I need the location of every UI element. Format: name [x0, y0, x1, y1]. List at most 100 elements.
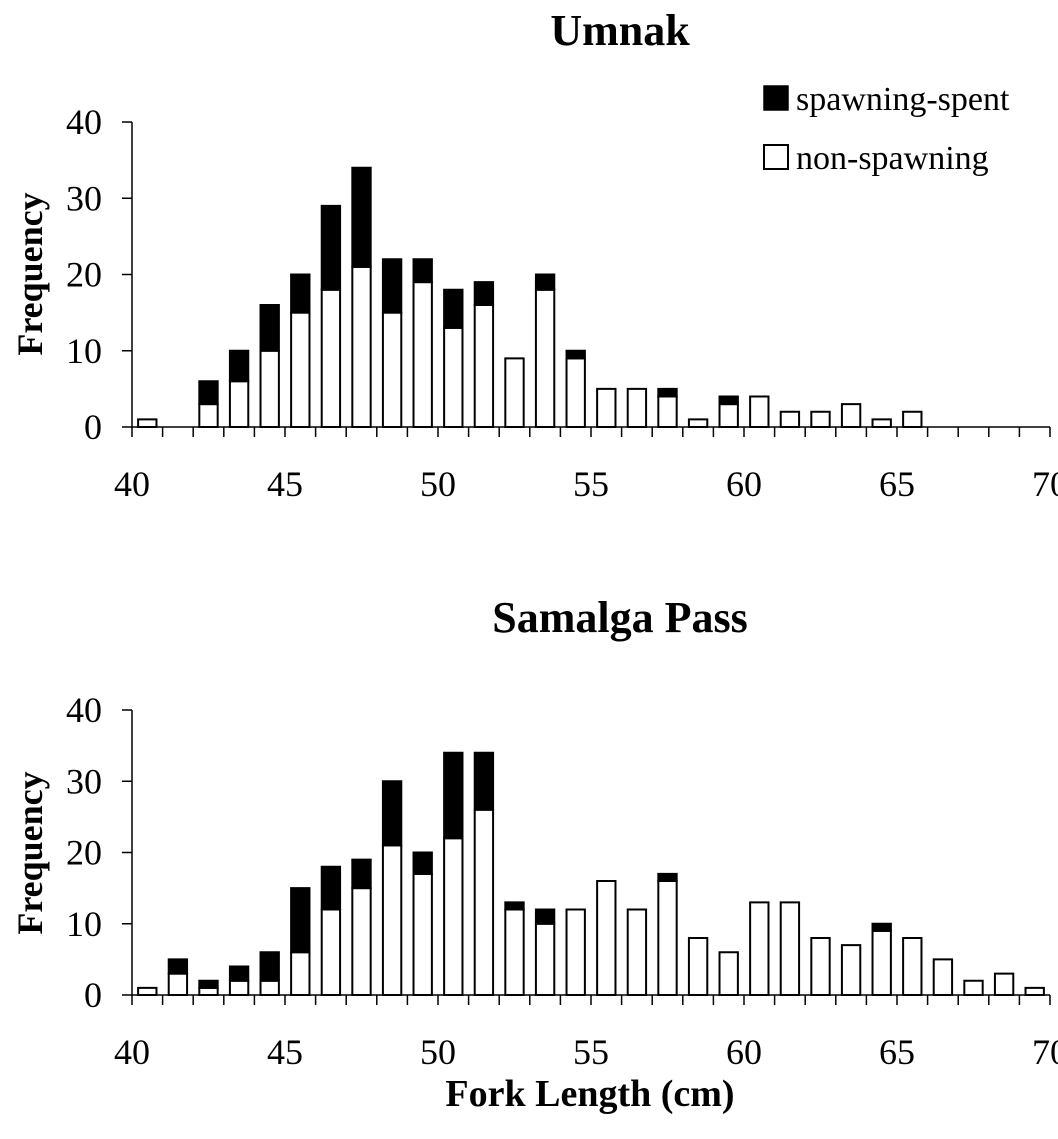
bar-non-spawning-50	[412, 872, 433, 996]
x-tick-label: 65	[879, 1032, 915, 1072]
bar-non-spawning-49	[381, 844, 403, 996]
bar-non-spawning-60	[718, 951, 739, 996]
bar-spawning-spent-46	[290, 887, 311, 954]
bar-spawning-spent-52	[473, 751, 495, 811]
bar-non-spawning-42	[167, 972, 189, 996]
bar-non-spawning-50	[412, 281, 433, 428]
plot-area: 0 10 20 30 40 40 45 50 55 60 65 70	[66, 102, 1058, 504]
bar-spawning-spent-46	[290, 273, 311, 314]
bar-non-spawning-53	[504, 908, 525, 996]
x-tick-label: 60	[726, 464, 762, 504]
bar-spawning-spent-60	[718, 395, 739, 406]
legend-label-non-spawning: non-spawning	[796, 140, 989, 177]
legend: spawning-spent non-spawning	[763, 81, 1010, 177]
legend-swatch-spawning-spent	[763, 85, 789, 111]
bar-non-spawning-55	[565, 357, 586, 428]
bar-spawning-spent-45	[259, 951, 280, 982]
bar-spawning-spent-43	[198, 979, 219, 989]
y-tick-label: 20	[66, 833, 102, 873]
bar-non-spawning-70	[1024, 986, 1045, 996]
y-tick-label: 30	[66, 761, 102, 801]
x-tick-label: 65	[879, 464, 915, 504]
x-tick-label: 40	[114, 464, 150, 504]
bar-spawning-spent-47	[320, 865, 342, 911]
bar-non-spawning-46	[290, 311, 311, 428]
bar-non-spawning-63	[810, 937, 831, 996]
bar-non-spawning-48	[351, 265, 372, 428]
bar-non-spawning-55	[565, 908, 586, 996]
bar-spawning-spent-48	[351, 858, 372, 890]
bar-spawning-spent-50	[412, 851, 433, 875]
bar-non-spawning-69	[993, 972, 1015, 996]
bar-non-spawning-47	[320, 288, 342, 428]
bar-non-spawning-62	[779, 901, 801, 996]
bar-non-spawning-61	[749, 395, 770, 428]
bar-non-spawning-43	[198, 986, 219, 996]
bar-spawning-spent-45	[259, 304, 280, 352]
bar-spawning-spent-52	[473, 281, 495, 306]
legend-swatch-non-spawning	[763, 144, 789, 170]
bar-spawning-spent-54	[534, 908, 556, 925]
bar-non-spawning-49	[381, 311, 403, 428]
y-axis-label: Frequency	[10, 771, 50, 934]
y-tick-label: 0	[84, 975, 102, 1015]
bar-non-spawning-68	[963, 979, 984, 996]
bar-non-spawning-47	[320, 908, 342, 996]
bar-non-spawning-57	[626, 387, 648, 428]
bar-non-spawning-65	[871, 929, 892, 996]
bar-non-spawning-56	[596, 880, 617, 996]
bar-non-spawning-48	[351, 887, 372, 996]
bar-non-spawning-53	[504, 357, 525, 428]
x-tick-label: 55	[573, 464, 609, 504]
bar-non-spawning-54	[534, 288, 556, 428]
x-tick-label: 55	[573, 1032, 609, 1072]
bar-spawning-spent-47	[320, 204, 342, 291]
y-tick-label: 10	[66, 904, 102, 944]
bar-non-spawning-61	[749, 901, 770, 996]
bar-non-spawning-66	[902, 937, 923, 996]
bar-non-spawning-62	[779, 410, 801, 428]
y-tick-label: 20	[66, 255, 102, 295]
x-axis-label: Fork Length (cm)	[445, 1073, 734, 1115]
y-tick-label: 30	[66, 178, 102, 218]
y-axis-label: Frequency	[10, 192, 50, 355]
bar-spawning-spent-65	[871, 922, 892, 932]
bar-non-spawning-43	[198, 403, 219, 428]
bar-non-spawning-66	[902, 410, 923, 428]
y-tick-label: 40	[66, 690, 102, 730]
bar-spawning-spent-53	[504, 901, 525, 911]
bar-non-spawning-52	[473, 304, 495, 428]
bar-spawning-spent-51	[443, 288, 464, 329]
bar-non-spawning-60	[718, 403, 739, 428]
chart-umnak: Umnak Frequency spawning-spent non-spawn…	[10, 6, 1058, 504]
x-tick-label: 70	[1032, 1032, 1058, 1072]
bar-non-spawning-64	[840, 403, 862, 428]
chart-samalga-pass: Samalga Pass Frequency 0 10 20 30 40 40 45 50 55…	[10, 593, 1058, 1115]
bar-non-spawning-58	[657, 880, 678, 996]
chart-title: Samalga Pass	[492, 593, 747, 642]
y-tick-label: 40	[66, 102, 102, 142]
bar-non-spawning-41	[137, 418, 158, 428]
bar-non-spawning-59	[687, 937, 709, 996]
bar-spawning-spent-49	[381, 780, 403, 847]
x-tick-label: 40	[114, 1032, 150, 1072]
bar-spawning-spent-44	[228, 965, 250, 982]
bar-non-spawning-46	[290, 951, 311, 996]
bar-non-spawning-57	[626, 908, 648, 996]
x-tick-label: 50	[420, 464, 456, 504]
bar-non-spawning-64	[840, 944, 862, 996]
bar-spawning-spent-44	[228, 349, 250, 383]
x-tick-label: 45	[267, 1032, 303, 1072]
chart-title: Umnak	[550, 6, 690, 55]
bar-non-spawning-56	[596, 387, 617, 428]
bar-non-spawning-63	[810, 410, 831, 428]
bar-non-spawning-51	[443, 837, 464, 996]
bar-non-spawning-51	[443, 326, 464, 428]
bar-non-spawning-45	[259, 349, 280, 428]
bar-non-spawning-45	[259, 979, 280, 996]
bar-non-spawning-59	[687, 418, 709, 428]
bar-non-spawning-44	[228, 380, 250, 428]
bar-spawning-spent-55	[565, 349, 586, 360]
bar-non-spawning-52	[473, 808, 495, 996]
